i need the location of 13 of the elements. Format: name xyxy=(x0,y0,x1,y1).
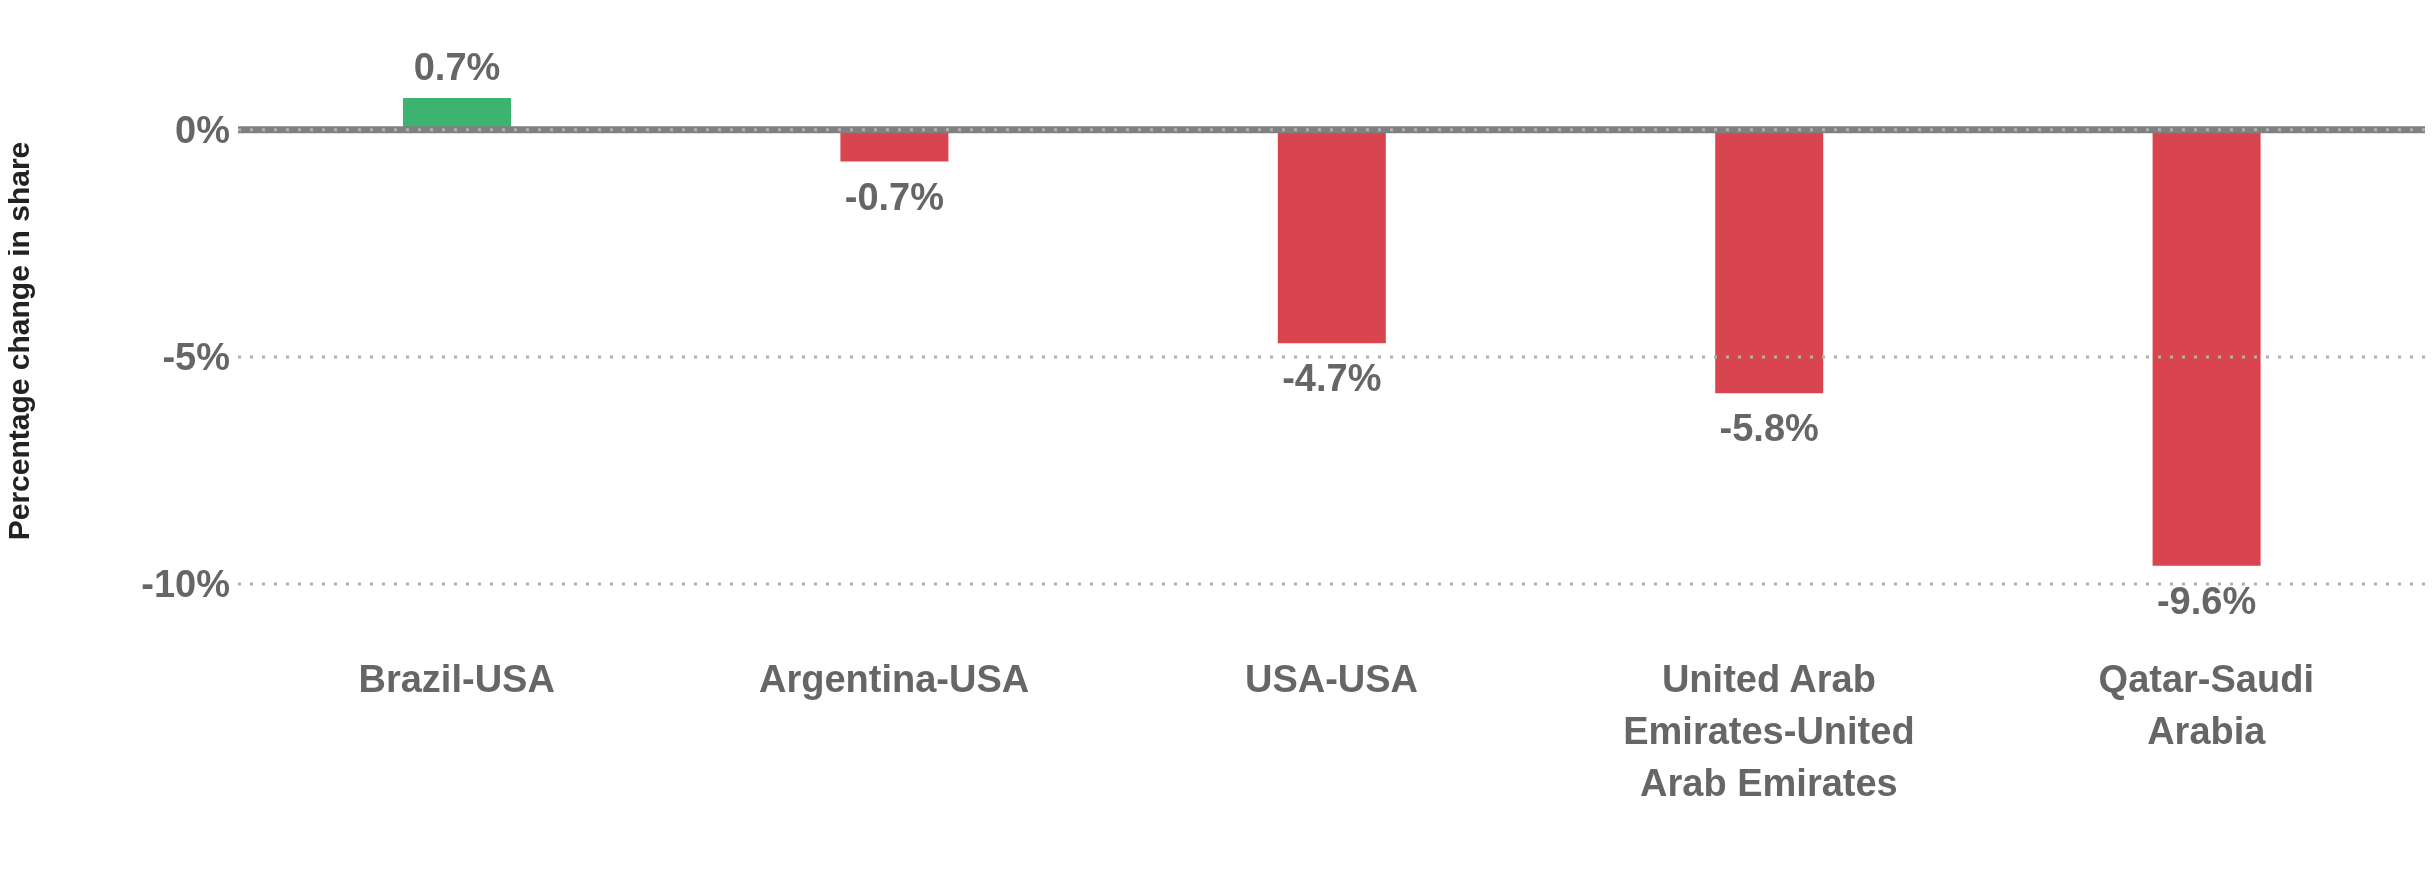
x-tick-label: USA-USA xyxy=(1244,658,1419,700)
data-label: -5.8% xyxy=(1719,407,1819,450)
y-tick-label: 0% xyxy=(175,109,230,152)
data-label: -0.7% xyxy=(844,175,945,218)
y-tick-label: -5% xyxy=(162,336,230,379)
data-label: -9.6% xyxy=(2156,579,2257,622)
x-tick-label: Argentina-USA xyxy=(758,658,1030,700)
x-tick-label: Qatar-Saudi Arabia xyxy=(2098,658,2314,752)
x-tick-label: Brazil-USA xyxy=(358,658,555,700)
data-label: 0.7% xyxy=(413,46,501,88)
y-tick-label: -10% xyxy=(141,563,230,606)
x-tick-label: United Arab Emirates-United Arab Emirates xyxy=(1623,658,1915,804)
data-label: -4.7% xyxy=(1282,357,1382,400)
